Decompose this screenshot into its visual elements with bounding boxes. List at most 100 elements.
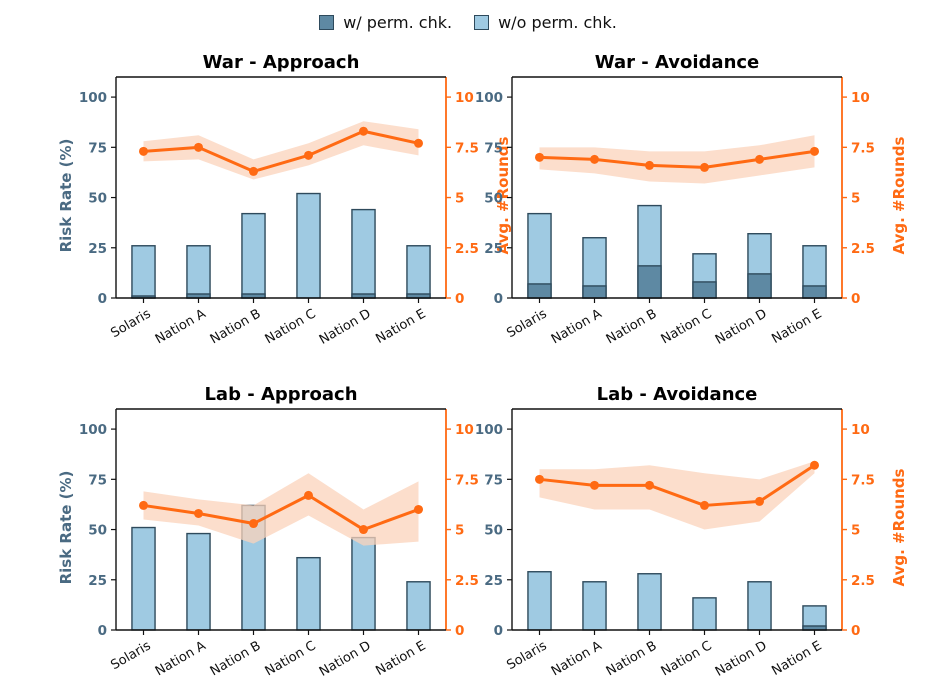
bar-without-perm-check xyxy=(637,573,662,631)
bar-with-perm-check xyxy=(637,265,662,299)
x-tick-label: Nation C xyxy=(263,638,319,679)
bar-without-perm-check xyxy=(351,208,376,299)
rounds-marker xyxy=(414,138,423,148)
rounds-marker xyxy=(194,142,203,152)
y-tick-label: 25 xyxy=(88,573,107,589)
bar-without-perm-check xyxy=(131,526,156,631)
bar-with-perm-check xyxy=(692,281,717,299)
rounds-marker xyxy=(249,519,258,529)
y-tick-label: 25 xyxy=(484,573,503,589)
rounds-marker xyxy=(590,480,599,490)
rounds-marker xyxy=(359,525,368,535)
x-tick-label: Nation A xyxy=(549,306,605,347)
y-tick-label: 25 xyxy=(484,241,503,257)
legend-swatch-with xyxy=(319,14,335,30)
y-tick-label: 0 xyxy=(494,623,503,639)
y2-tick-label: 5 xyxy=(455,523,464,539)
rounds-marker xyxy=(535,474,544,484)
rounds-marker xyxy=(810,460,819,470)
panel-title: Lab - Approach xyxy=(204,384,357,405)
x-tick-label: Nation C xyxy=(659,638,715,679)
bar-without-perm-check xyxy=(582,581,607,631)
rounds-line xyxy=(539,464,816,507)
x-tick-label: Nation D xyxy=(713,638,770,679)
y-tick-label: 100 xyxy=(475,90,503,106)
bar-without-perm-check xyxy=(296,556,321,631)
panel-0: War - Approach 0 25 50 75 100 0 2.5 5 7.5 10 Solari… xyxy=(57,52,512,348)
x-tick-label: Nation B xyxy=(208,638,264,679)
y-tick-label: 100 xyxy=(79,422,107,438)
rounds-line xyxy=(143,129,419,173)
y2-tick-label: 7.5 xyxy=(455,472,479,488)
y-tick-label: 50 xyxy=(88,523,107,539)
y2-tick-label: 7.5 xyxy=(455,140,479,156)
x-tick-label: Nation D xyxy=(317,306,374,347)
y2-tick-label: 0 xyxy=(455,623,464,639)
y-tick-label: 100 xyxy=(475,422,503,438)
rounds-marker xyxy=(810,146,819,156)
rounds-marker xyxy=(590,154,599,164)
legend-item-without-perm-check: w/o perm. chk. xyxy=(474,13,617,32)
rounds-marker xyxy=(249,166,258,176)
x-tick-label: Nation C xyxy=(263,306,319,347)
bar-with-perm-check xyxy=(527,283,552,299)
rounds-marker xyxy=(700,162,709,172)
y2-tick-label: 2.5 xyxy=(455,573,479,589)
x-tick-label: Solaris xyxy=(504,306,549,341)
x-tick-label: Solaris xyxy=(108,638,153,673)
y2-tick-label: 10 xyxy=(851,90,870,106)
bar-without-perm-check xyxy=(406,581,431,631)
y2-tick-label: 10 xyxy=(455,422,474,438)
x-tick-label: Nation E xyxy=(769,638,824,678)
y-tick-label: 100 xyxy=(79,90,107,106)
y-tick-label: 0 xyxy=(98,623,107,639)
x-tick-label: Nation A xyxy=(549,638,605,679)
y2-tick-label: 5 xyxy=(851,523,860,539)
bar-without-perm-check xyxy=(241,212,266,299)
y-axis-label: Risk Rate (%) xyxy=(57,139,75,253)
x-tick-label: Nation B xyxy=(604,638,660,679)
bar-without-perm-check xyxy=(747,581,772,631)
y2-tick-label: 5 xyxy=(455,191,464,207)
y-tick-label: 75 xyxy=(88,472,107,488)
bar-without-perm-check xyxy=(692,597,717,631)
rounds-band xyxy=(539,135,815,184)
rounds-band xyxy=(143,121,419,180)
x-tick-label: Nation B xyxy=(604,306,660,347)
rounds-marker xyxy=(139,146,148,156)
x-tick-label: Nation E xyxy=(373,638,428,678)
rounds-line xyxy=(143,493,420,532)
y-axis-label: Risk Rate (%) xyxy=(57,471,75,585)
rounds-marker xyxy=(304,150,313,160)
y2-tick-label: 7.5 xyxy=(851,140,875,156)
panel-title: War - Approach xyxy=(203,52,360,73)
y2-tick-label: 2.5 xyxy=(851,241,875,257)
y-tick-label: 75 xyxy=(484,140,503,156)
bar-without-perm-check xyxy=(131,245,156,299)
rounds-marker xyxy=(645,160,654,170)
x-tick-label: Nation E xyxy=(373,306,428,346)
rounds-marker xyxy=(755,496,764,506)
rounds-marker xyxy=(304,490,313,500)
y2-tick-label: 0 xyxy=(851,291,860,307)
panel-title: War - Avoidance xyxy=(595,52,760,73)
y2-tick-label: 2.5 xyxy=(455,241,479,257)
rounds-marker xyxy=(645,480,654,490)
y2-tick-label: 2.5 xyxy=(851,573,875,589)
legend-label-with: w/ perm. chk. xyxy=(343,12,453,32)
y2-axis-label: Avg. #Rounds xyxy=(494,136,512,254)
x-tick-label: Nation B xyxy=(208,306,264,347)
x-tick-label: Nation D xyxy=(713,306,770,347)
bar-with-perm-check xyxy=(747,273,772,299)
y2-axis-label: Avg. #Rounds xyxy=(890,468,908,586)
rounds-marker xyxy=(139,500,148,510)
bar-without-perm-check xyxy=(296,192,321,299)
x-tick-label: Solaris xyxy=(108,306,153,341)
x-tick-label: Nation D xyxy=(317,638,374,679)
y-tick-label: 50 xyxy=(484,523,503,539)
x-tick-label: Nation A xyxy=(153,306,209,347)
panel-title: Lab - Avoidance xyxy=(597,384,758,405)
bar-with-perm-check xyxy=(582,285,607,299)
bar-without-perm-check xyxy=(186,532,211,631)
